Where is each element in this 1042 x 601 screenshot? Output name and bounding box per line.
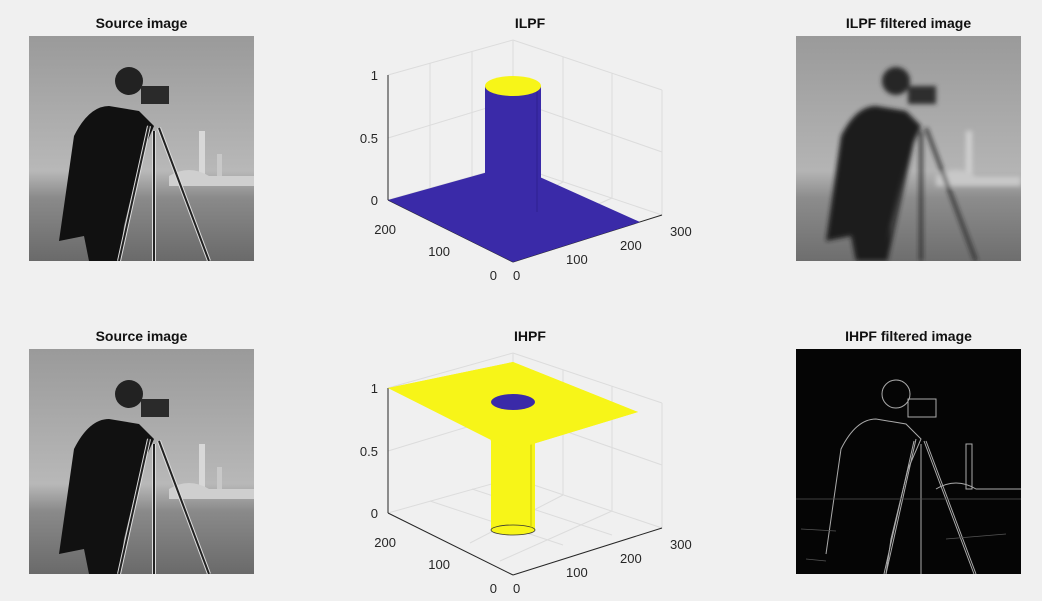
- ihpf-left-tick-0: 0: [490, 581, 497, 596]
- ilpf-3d-plot: 1 0.5 0 200 100 0 0 100 200 300: [360, 39, 692, 283]
- ihpf-hole: [491, 394, 535, 410]
- ilpf-title: ILPF: [514, 15, 546, 31]
- ihpf-cylinder-bottom: [490, 524, 536, 536]
- ilpf-z-tick-05: 0.5: [360, 131, 378, 146]
- ilpf-right-tick-0: 0: [513, 268, 520, 283]
- ilpf-z-tick-1: 1: [371, 68, 378, 83]
- ilpf-z-tick-0: 0: [371, 193, 378, 208]
- ilpf-left-tick-200: 200: [374, 222, 396, 237]
- ihpf-right-tick-200: 200: [620, 551, 642, 566]
- ihpf-left-tick-200: 200: [374, 535, 396, 550]
- ilpf-left-tick-0: 0: [490, 268, 497, 283]
- ihpf-right-tick-300: 300: [670, 537, 692, 552]
- ihpf-left-tick-100: 100: [428, 557, 450, 572]
- ilpf-cylinder-body: [485, 86, 541, 214]
- ilpf-right-tick-100: 100: [566, 252, 588, 267]
- ihpf-filtered-image: [796, 349, 1021, 574]
- ilpf-right-tick-300: 300: [670, 224, 692, 239]
- ihpf-3d-plot: 1 0.5 0 200 100 0 0 100 200 300: [360, 352, 692, 596]
- ilpf-filtered-image: [796, 36, 1021, 261]
- ilpf-left-tick-100: 100: [428, 244, 450, 259]
- source-image-title-2: Source image: [95, 328, 188, 344]
- ihpf-right-tick-0: 0: [513, 581, 520, 596]
- ihpf-title: IHPF: [514, 328, 546, 344]
- ihpf-axes: [387, 388, 663, 576]
- source-image-2: [29, 349, 254, 574]
- ilpf-cylinder-top: [485, 76, 541, 96]
- source-image-1: [29, 36, 254, 261]
- ihpf-filtered-title: IHPF filtered image: [845, 328, 972, 344]
- ihpf-right-tick-100: 100: [566, 565, 588, 580]
- ihpf-z-tick-05: 0.5: [360, 444, 378, 459]
- ihpf-z-tick-1: 1: [371, 381, 378, 396]
- ilpf-filtered-title: ILPF filtered image: [845, 15, 972, 31]
- source-image-title-1: Source image: [95, 15, 188, 31]
- ihpf-z-tick-0: 0: [371, 506, 378, 521]
- ilpf-right-tick-200: 200: [620, 238, 642, 253]
